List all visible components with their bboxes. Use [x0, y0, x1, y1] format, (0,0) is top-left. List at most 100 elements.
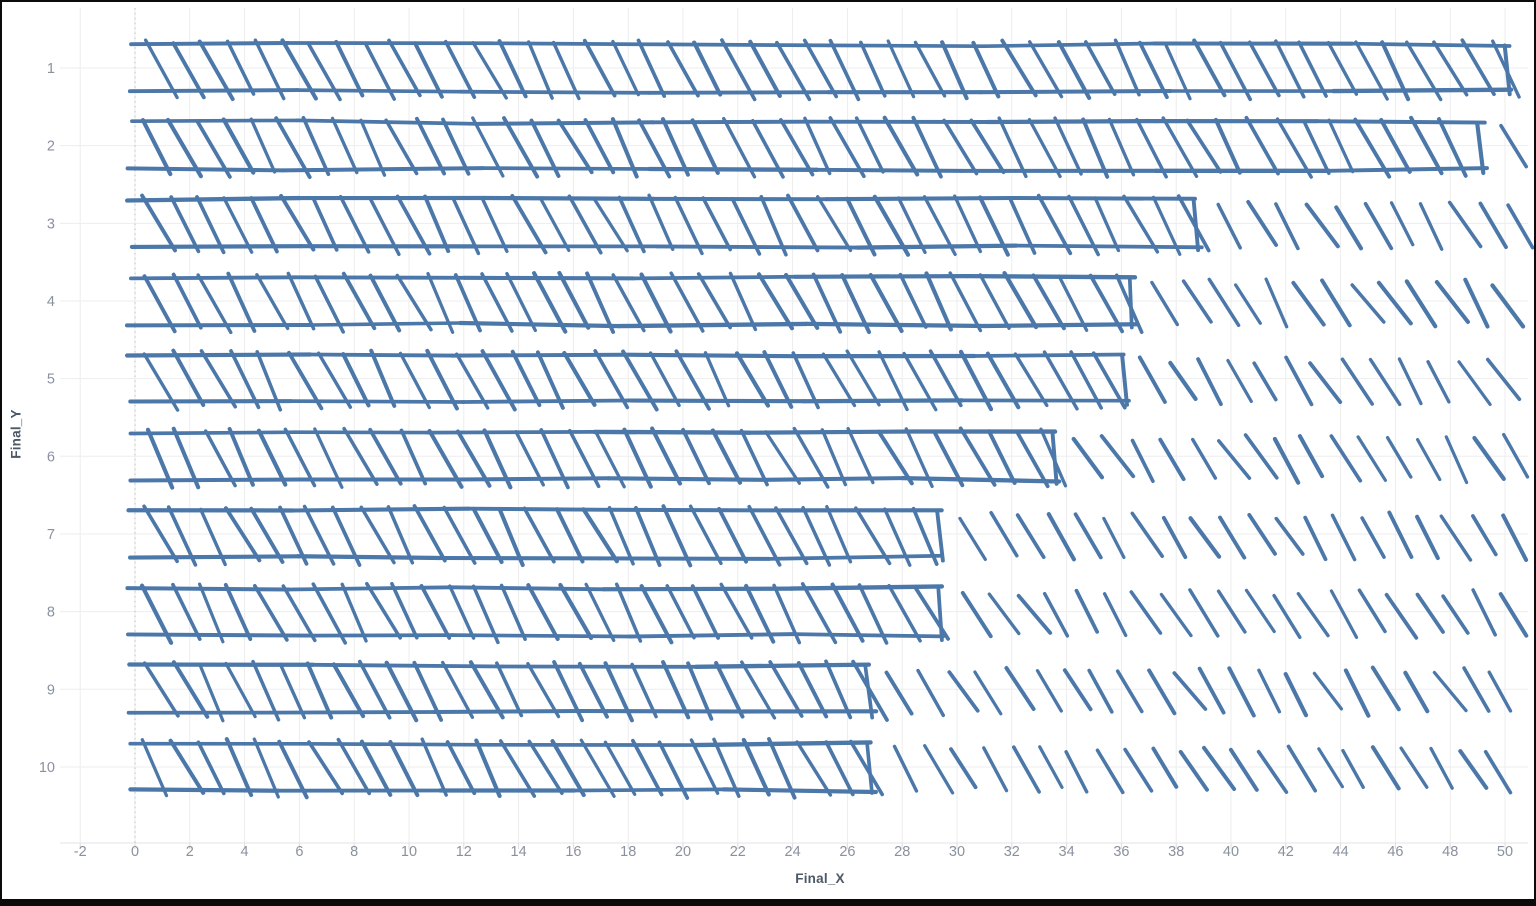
overflow-hatch-stroke: [1303, 515, 1328, 562]
bar-hatch-stroke: [816, 195, 853, 253]
x-tick-label: 42: [1278, 844, 1294, 860]
bar-hatch-stroke: [196, 740, 226, 796]
bar-hatch-stroke: [1056, 40, 1092, 100]
overflow-hatch-stroke: [958, 516, 987, 562]
y-tick-label: 6: [47, 449, 55, 465]
bar-bottom-edge: [458, 320, 622, 329]
bar-hatch-stroke: [1247, 40, 1281, 98]
bar-hatch-stroke: [169, 195, 201, 254]
bar-hatch-stroke: [581, 507, 619, 564]
bar-bottom-edge: [804, 321, 988, 329]
bar-hatch-stroke: [195, 119, 232, 179]
bar-top-edge: [601, 586, 793, 592]
bar-bottom-edge: [453, 476, 611, 482]
overflow-hatch-stroke: [1472, 435, 1506, 481]
bar-hatch-stroke: [913, 40, 947, 98]
bar-row-1[interactable]: [127, 38, 1521, 102]
bar-hatch-stroke: [330, 116, 359, 175]
bar-row-3[interactable]: [125, 193, 1534, 257]
bar-hatch-stroke: [171, 272, 203, 330]
overflow-hatch-stroke: [1015, 513, 1046, 560]
overflow-hatch-stroke: [1487, 670, 1513, 713]
bar-row-5[interactable]: [124, 348, 1522, 412]
overflow-hatch-stroke: [1389, 201, 1415, 247]
bar-hatch-stroke: [224, 661, 257, 719]
bar-hatch-stroke: [1327, 118, 1355, 174]
bar-row-2[interactable]: [125, 115, 1528, 180]
overflow-hatch-stroke: [1151, 746, 1179, 789]
bar-hatch-stroke: [359, 118, 387, 177]
bar-top-edge: [130, 118, 299, 124]
overflow-hatch-stroke: [1329, 434, 1363, 483]
bar-top-edge: [792, 273, 970, 279]
bar-hatch-stroke: [1460, 38, 1496, 97]
x-tick-label: 32: [1004, 844, 1020, 860]
bar-hatch-stroke: [522, 506, 556, 564]
bar-hatch-stroke: [932, 429, 965, 488]
bar-hatch-stroke: [510, 349, 542, 408]
overflow-hatch-stroke: [1042, 591, 1070, 638]
x-tick-label: 36: [1113, 844, 1129, 860]
bar-hatch-stroke: [739, 428, 769, 487]
bar-hatch-stroke: [526, 662, 561, 719]
bar-hatch-stroke: [1138, 40, 1169, 100]
bar-hatch-stroke: [828, 116, 866, 179]
bar-row-10[interactable]: [128, 737, 1513, 800]
bar-hatch-stroke: [1244, 115, 1280, 176]
bar-hatch-stroke: [1275, 117, 1313, 179]
bar-hatch-stroke: [1151, 195, 1182, 256]
bar-hatch-stroke: [359, 505, 396, 565]
bar-hatch-stroke: [198, 582, 225, 644]
overflow-hatch-stroke: [1286, 744, 1318, 793]
bar-hatch-stroke: [302, 504, 336, 566]
overflow-hatch-stroke: [1227, 666, 1256, 718]
bar-hatch-stroke: [1107, 117, 1136, 177]
bar-hatch-stroke: [639, 584, 674, 645]
bar-hatch-stroke: [639, 272, 673, 334]
bar-row-8[interactable]: [125, 581, 1529, 645]
bar-hatch-stroke: [779, 118, 815, 177]
bar-hatch-stroke: [442, 505, 477, 565]
bar-hatch-stroke: [1122, 194, 1160, 254]
bar-hatch-stroke: [305, 661, 334, 720]
bar-top-edge: [128, 430, 298, 436]
bar-row-7[interactable]: [126, 504, 1529, 568]
bar-hatch-stroke: [719, 582, 754, 640]
bar-hatch-stroke: [692, 40, 723, 97]
bar-bottom-edge: [1014, 243, 1204, 250]
overflow-hatch-stroke: [1074, 588, 1100, 634]
bar-row-9[interactable]: [126, 659, 1513, 723]
bar-hatch-stroke: [958, 426, 997, 487]
overflow-hatch-stroke: [1463, 277, 1490, 329]
bar-bottom-edge: [295, 554, 443, 561]
bar-hatch-stroke: [701, 196, 732, 252]
bar-hatch-stroke: [786, 193, 820, 253]
overflow-hatch-stroke: [1197, 666, 1226, 715]
bar-hatch-stroke: [1053, 116, 1083, 176]
bar-hatch-stroke: [414, 116, 447, 176]
overflow-hatch-stroke: [1356, 435, 1388, 482]
x-tick-label: 38: [1168, 844, 1184, 860]
overflow-hatch-stroke: [1137, 355, 1167, 404]
bar-hatch-stroke: [278, 662, 307, 720]
x-tick-label: 22: [730, 844, 746, 860]
overflow-hatch-stroke: [1399, 746, 1429, 789]
bar-hatch-stroke: [369, 348, 397, 408]
bar-hatch-stroke: [336, 737, 372, 796]
overflow-hatch-stroke: [1202, 745, 1237, 791]
bar-hatch-stroke: [223, 582, 253, 642]
bar-hatch-stroke: [800, 582, 838, 645]
bar-hatch-stroke: [577, 661, 609, 719]
bar-hatch-stroke: [1353, 117, 1392, 179]
bar-top-edge: [286, 585, 454, 592]
bar-hatch-stroke: [468, 660, 505, 720]
bar-row-4[interactable]: [124, 270, 1526, 335]
overflow-hatch-stroke: [1317, 747, 1345, 789]
bar-row-6[interactable]: [128, 426, 1530, 490]
bar-top-edge: [425, 430, 597, 435]
bar-hatch-stroke: [703, 351, 731, 408]
overflow-hatch-stroke: [1216, 202, 1242, 250]
overflow-hatch-stroke: [1102, 516, 1126, 560]
bar-hatch-stroke: [145, 427, 175, 490]
overflow-hatch-stroke: [1291, 280, 1326, 327]
